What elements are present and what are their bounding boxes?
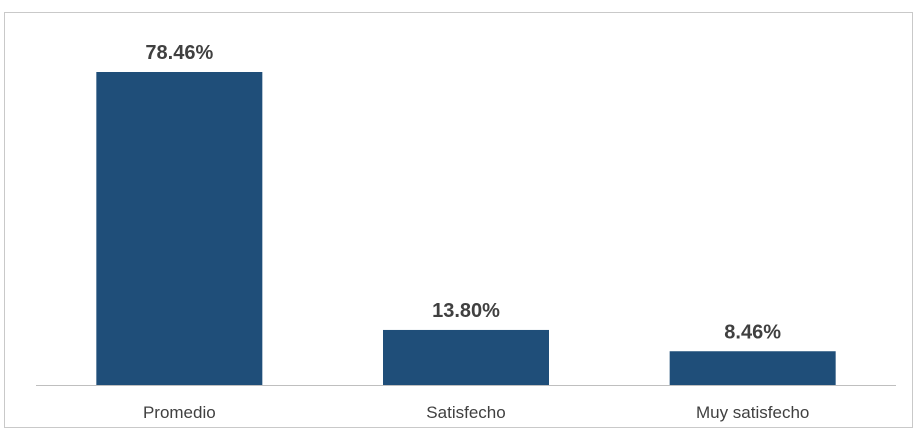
x-tick-label: Muy satisfecho: [696, 403, 809, 422]
data-label: 13.80%: [432, 300, 500, 322]
data-labels-group: 78.46% 13.80% 8.46%: [145, 42, 781, 343]
x-tick-labels-group: Promedio Satisfecho Muy satisfecho: [143, 403, 809, 422]
bar-promedio: [96, 72, 263, 385]
x-tick-label: Satisfecho: [426, 403, 505, 422]
bar-satisfecho: [383, 329, 549, 385]
x-tick-label: Promedio: [143, 403, 216, 422]
data-label: 78.46%: [145, 42, 213, 64]
bar-muy-satisfecho: [669, 351, 836, 385]
data-label: 8.46%: [724, 321, 781, 343]
bars-group: [96, 72, 836, 385]
